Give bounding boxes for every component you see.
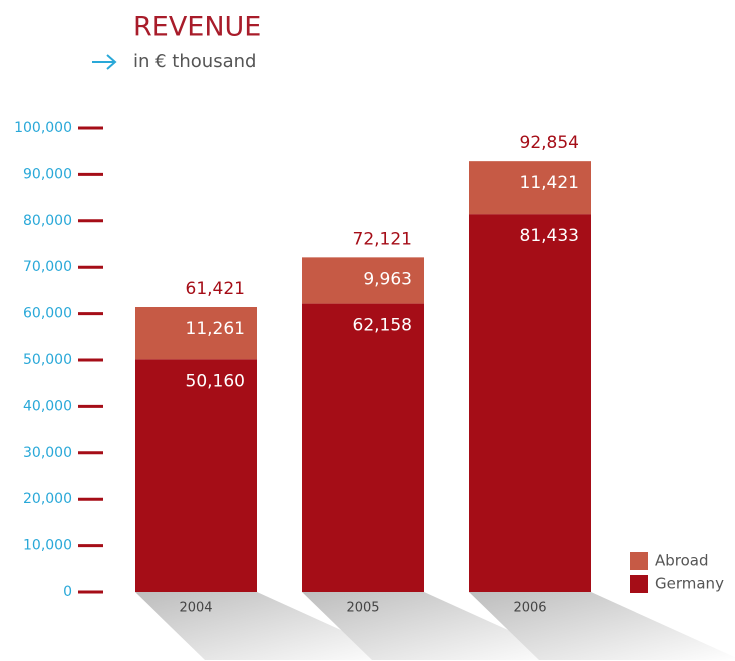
bar-segment bbox=[135, 307, 257, 360]
legend-swatch bbox=[630, 552, 648, 570]
bar-shadow bbox=[135, 592, 407, 660]
y-tick-label: 100,000 bbox=[14, 120, 72, 136]
legend-label: Germany bbox=[655, 575, 724, 593]
bar-segment bbox=[135, 359, 257, 592]
x-tick-label: 2005 bbox=[346, 601, 379, 616]
y-tick-label: 60,000 bbox=[23, 306, 72, 322]
bar-segment bbox=[469, 214, 591, 592]
y-tick-label: 30,000 bbox=[23, 445, 72, 461]
value-label: 81,433 bbox=[520, 226, 579, 246]
y-tick-label: 0 bbox=[63, 584, 72, 600]
y-tick-label: 10,000 bbox=[23, 538, 72, 554]
total-label: 72,121 bbox=[353, 229, 412, 249]
y-tick-label: 40,000 bbox=[23, 398, 72, 414]
legend-label: Abroad bbox=[655, 552, 709, 570]
bar-segment bbox=[302, 257, 424, 304]
total-label: 92,854 bbox=[520, 133, 579, 153]
x-tick-label: 2006 bbox=[513, 601, 546, 616]
bar-shadow bbox=[469, 592, 735, 660]
y-tick-label: 50,000 bbox=[23, 352, 72, 368]
value-label: 11,421 bbox=[520, 173, 579, 193]
bar-segment bbox=[302, 303, 424, 592]
value-label: 9,963 bbox=[363, 269, 412, 289]
value-label: 50,160 bbox=[186, 371, 245, 391]
y-tick-label: 70,000 bbox=[23, 259, 72, 275]
arrow-icon bbox=[92, 54, 117, 70]
bar-segment bbox=[469, 161, 591, 215]
legend-swatch bbox=[630, 575, 648, 593]
y-tick-label: 90,000 bbox=[23, 166, 72, 182]
value-label: 62,158 bbox=[353, 316, 412, 336]
chart-title: REVENUE bbox=[133, 12, 261, 43]
chart-subtitle: in € thousand bbox=[133, 51, 256, 72]
value-label: 11,261 bbox=[186, 319, 245, 339]
bar-shadow bbox=[302, 592, 574, 660]
y-tick-label: 20,000 bbox=[23, 491, 72, 507]
total-label: 61,421 bbox=[186, 279, 245, 299]
x-tick-label: 2004 bbox=[179, 601, 212, 616]
y-tick-label: 80,000 bbox=[23, 213, 72, 229]
